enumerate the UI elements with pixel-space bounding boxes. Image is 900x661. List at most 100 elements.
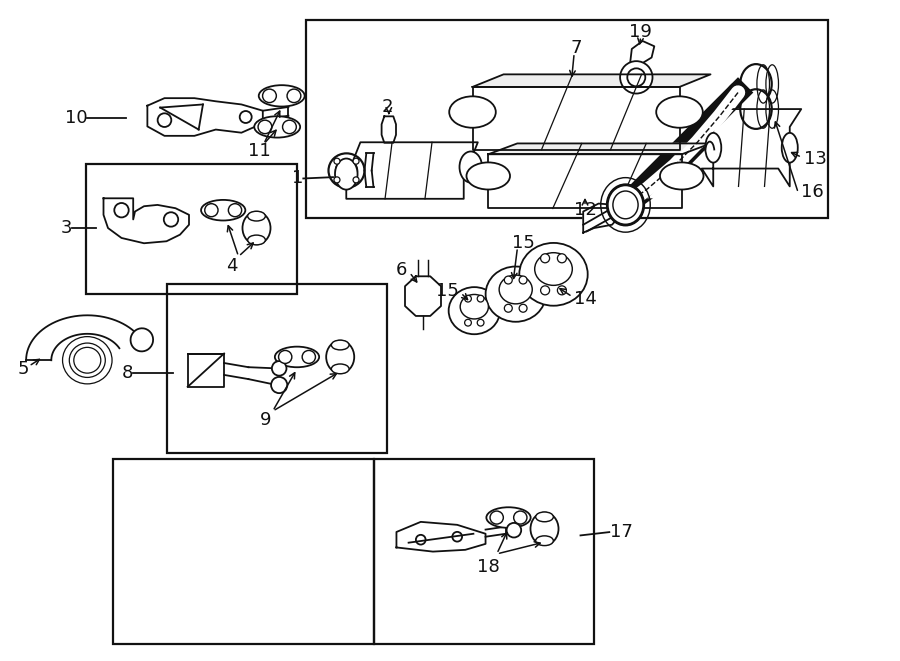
Ellipse shape bbox=[706, 133, 721, 163]
Ellipse shape bbox=[656, 97, 703, 128]
Polygon shape bbox=[472, 74, 711, 87]
Ellipse shape bbox=[449, 97, 496, 128]
Polygon shape bbox=[405, 276, 441, 316]
Ellipse shape bbox=[535, 253, 572, 286]
Polygon shape bbox=[104, 198, 189, 243]
Polygon shape bbox=[396, 522, 486, 551]
Text: 19: 19 bbox=[629, 22, 652, 41]
Circle shape bbox=[620, 61, 652, 94]
Ellipse shape bbox=[490, 511, 503, 524]
Ellipse shape bbox=[466, 163, 510, 190]
Circle shape bbox=[464, 319, 472, 326]
Ellipse shape bbox=[460, 151, 482, 182]
Text: 16: 16 bbox=[801, 182, 824, 201]
Text: 15: 15 bbox=[512, 234, 535, 253]
Circle shape bbox=[557, 286, 566, 295]
Ellipse shape bbox=[331, 340, 349, 350]
Ellipse shape bbox=[500, 275, 532, 304]
Polygon shape bbox=[382, 116, 396, 143]
Bar bbox=[374, 459, 594, 644]
Polygon shape bbox=[583, 204, 621, 233]
Bar bbox=[166, 284, 387, 453]
Ellipse shape bbox=[486, 507, 531, 528]
Circle shape bbox=[272, 361, 286, 375]
Ellipse shape bbox=[248, 235, 266, 245]
Polygon shape bbox=[188, 354, 224, 387]
Text: 1: 1 bbox=[292, 169, 303, 188]
Ellipse shape bbox=[449, 287, 500, 334]
Ellipse shape bbox=[205, 204, 218, 217]
Text: 6: 6 bbox=[395, 260, 407, 279]
Bar bbox=[306, 20, 828, 218]
Polygon shape bbox=[441, 74, 711, 149]
Text: 4: 4 bbox=[227, 256, 238, 275]
Ellipse shape bbox=[248, 212, 266, 221]
Text: 15: 15 bbox=[436, 282, 459, 300]
Ellipse shape bbox=[335, 159, 357, 190]
Circle shape bbox=[334, 158, 340, 164]
Ellipse shape bbox=[740, 64, 772, 104]
Circle shape bbox=[557, 254, 566, 263]
Circle shape bbox=[507, 523, 521, 537]
Ellipse shape bbox=[254, 116, 300, 137]
Polygon shape bbox=[459, 143, 711, 208]
Ellipse shape bbox=[263, 89, 276, 102]
Circle shape bbox=[519, 276, 527, 284]
Ellipse shape bbox=[331, 364, 349, 373]
Text: 7: 7 bbox=[571, 38, 581, 57]
Ellipse shape bbox=[514, 511, 527, 524]
Circle shape bbox=[353, 158, 359, 164]
Ellipse shape bbox=[536, 536, 554, 545]
Polygon shape bbox=[488, 143, 711, 154]
Ellipse shape bbox=[608, 185, 643, 225]
Polygon shape bbox=[702, 109, 801, 186]
Text: 17: 17 bbox=[610, 523, 633, 541]
Text: 13: 13 bbox=[804, 149, 826, 168]
Ellipse shape bbox=[328, 153, 364, 188]
Text: 8: 8 bbox=[122, 364, 133, 383]
Ellipse shape bbox=[201, 200, 246, 221]
Circle shape bbox=[541, 286, 550, 295]
Bar bbox=[86, 164, 297, 294]
Ellipse shape bbox=[336, 160, 357, 181]
Text: 10: 10 bbox=[65, 108, 87, 127]
Circle shape bbox=[334, 177, 340, 183]
Polygon shape bbox=[630, 41, 654, 64]
Circle shape bbox=[271, 377, 287, 393]
Circle shape bbox=[477, 295, 484, 302]
Ellipse shape bbox=[279, 350, 292, 364]
Ellipse shape bbox=[258, 120, 272, 134]
Text: 5: 5 bbox=[17, 360, 29, 378]
Polygon shape bbox=[148, 98, 263, 136]
Bar bbox=[112, 459, 374, 644]
Ellipse shape bbox=[242, 212, 271, 245]
Ellipse shape bbox=[229, 204, 241, 217]
Polygon shape bbox=[346, 142, 478, 199]
Circle shape bbox=[519, 304, 527, 312]
Ellipse shape bbox=[287, 89, 301, 102]
Ellipse shape bbox=[326, 340, 355, 373]
Ellipse shape bbox=[302, 350, 316, 364]
Circle shape bbox=[541, 254, 550, 263]
Text: 12: 12 bbox=[573, 201, 597, 219]
Text: 3: 3 bbox=[60, 219, 72, 237]
Ellipse shape bbox=[486, 266, 545, 322]
Ellipse shape bbox=[259, 85, 304, 106]
Text: 11: 11 bbox=[248, 141, 271, 160]
Circle shape bbox=[504, 276, 512, 284]
Circle shape bbox=[477, 319, 484, 326]
Text: 9: 9 bbox=[260, 411, 271, 430]
Ellipse shape bbox=[530, 512, 559, 545]
Ellipse shape bbox=[274, 346, 320, 368]
Text: 2: 2 bbox=[382, 98, 392, 116]
Ellipse shape bbox=[660, 163, 704, 190]
Text: 18: 18 bbox=[477, 558, 500, 576]
Circle shape bbox=[627, 68, 645, 87]
Ellipse shape bbox=[519, 243, 588, 305]
Ellipse shape bbox=[536, 512, 554, 522]
Circle shape bbox=[464, 295, 472, 302]
Ellipse shape bbox=[460, 294, 489, 319]
Ellipse shape bbox=[782, 133, 797, 163]
Ellipse shape bbox=[283, 120, 296, 134]
Polygon shape bbox=[26, 315, 142, 360]
